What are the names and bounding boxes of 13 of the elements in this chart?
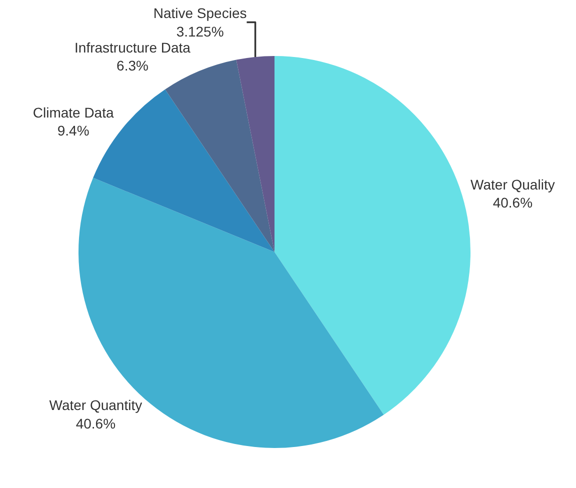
data-label: 40.6% <box>492 194 533 211</box>
data-label: 9.4% <box>57 122 90 138</box>
slice-label: Infrastructure Data <box>74 39 191 56</box>
data-label: 3.125% <box>176 23 224 40</box>
slice-label: Water Quality <box>470 176 555 192</box>
slice-label: Native Species <box>153 5 247 22</box>
data-label: 6.3% <box>116 58 148 74</box>
pie-slice <box>236 56 274 252</box>
slice-label: Climate Data <box>32 104 114 120</box>
slice-label: Water Quantity <box>49 397 142 414</box>
pie-slice <box>274 56 470 415</box>
pie-slice <box>165 60 274 252</box>
data-label: 40.6% <box>76 415 116 432</box>
